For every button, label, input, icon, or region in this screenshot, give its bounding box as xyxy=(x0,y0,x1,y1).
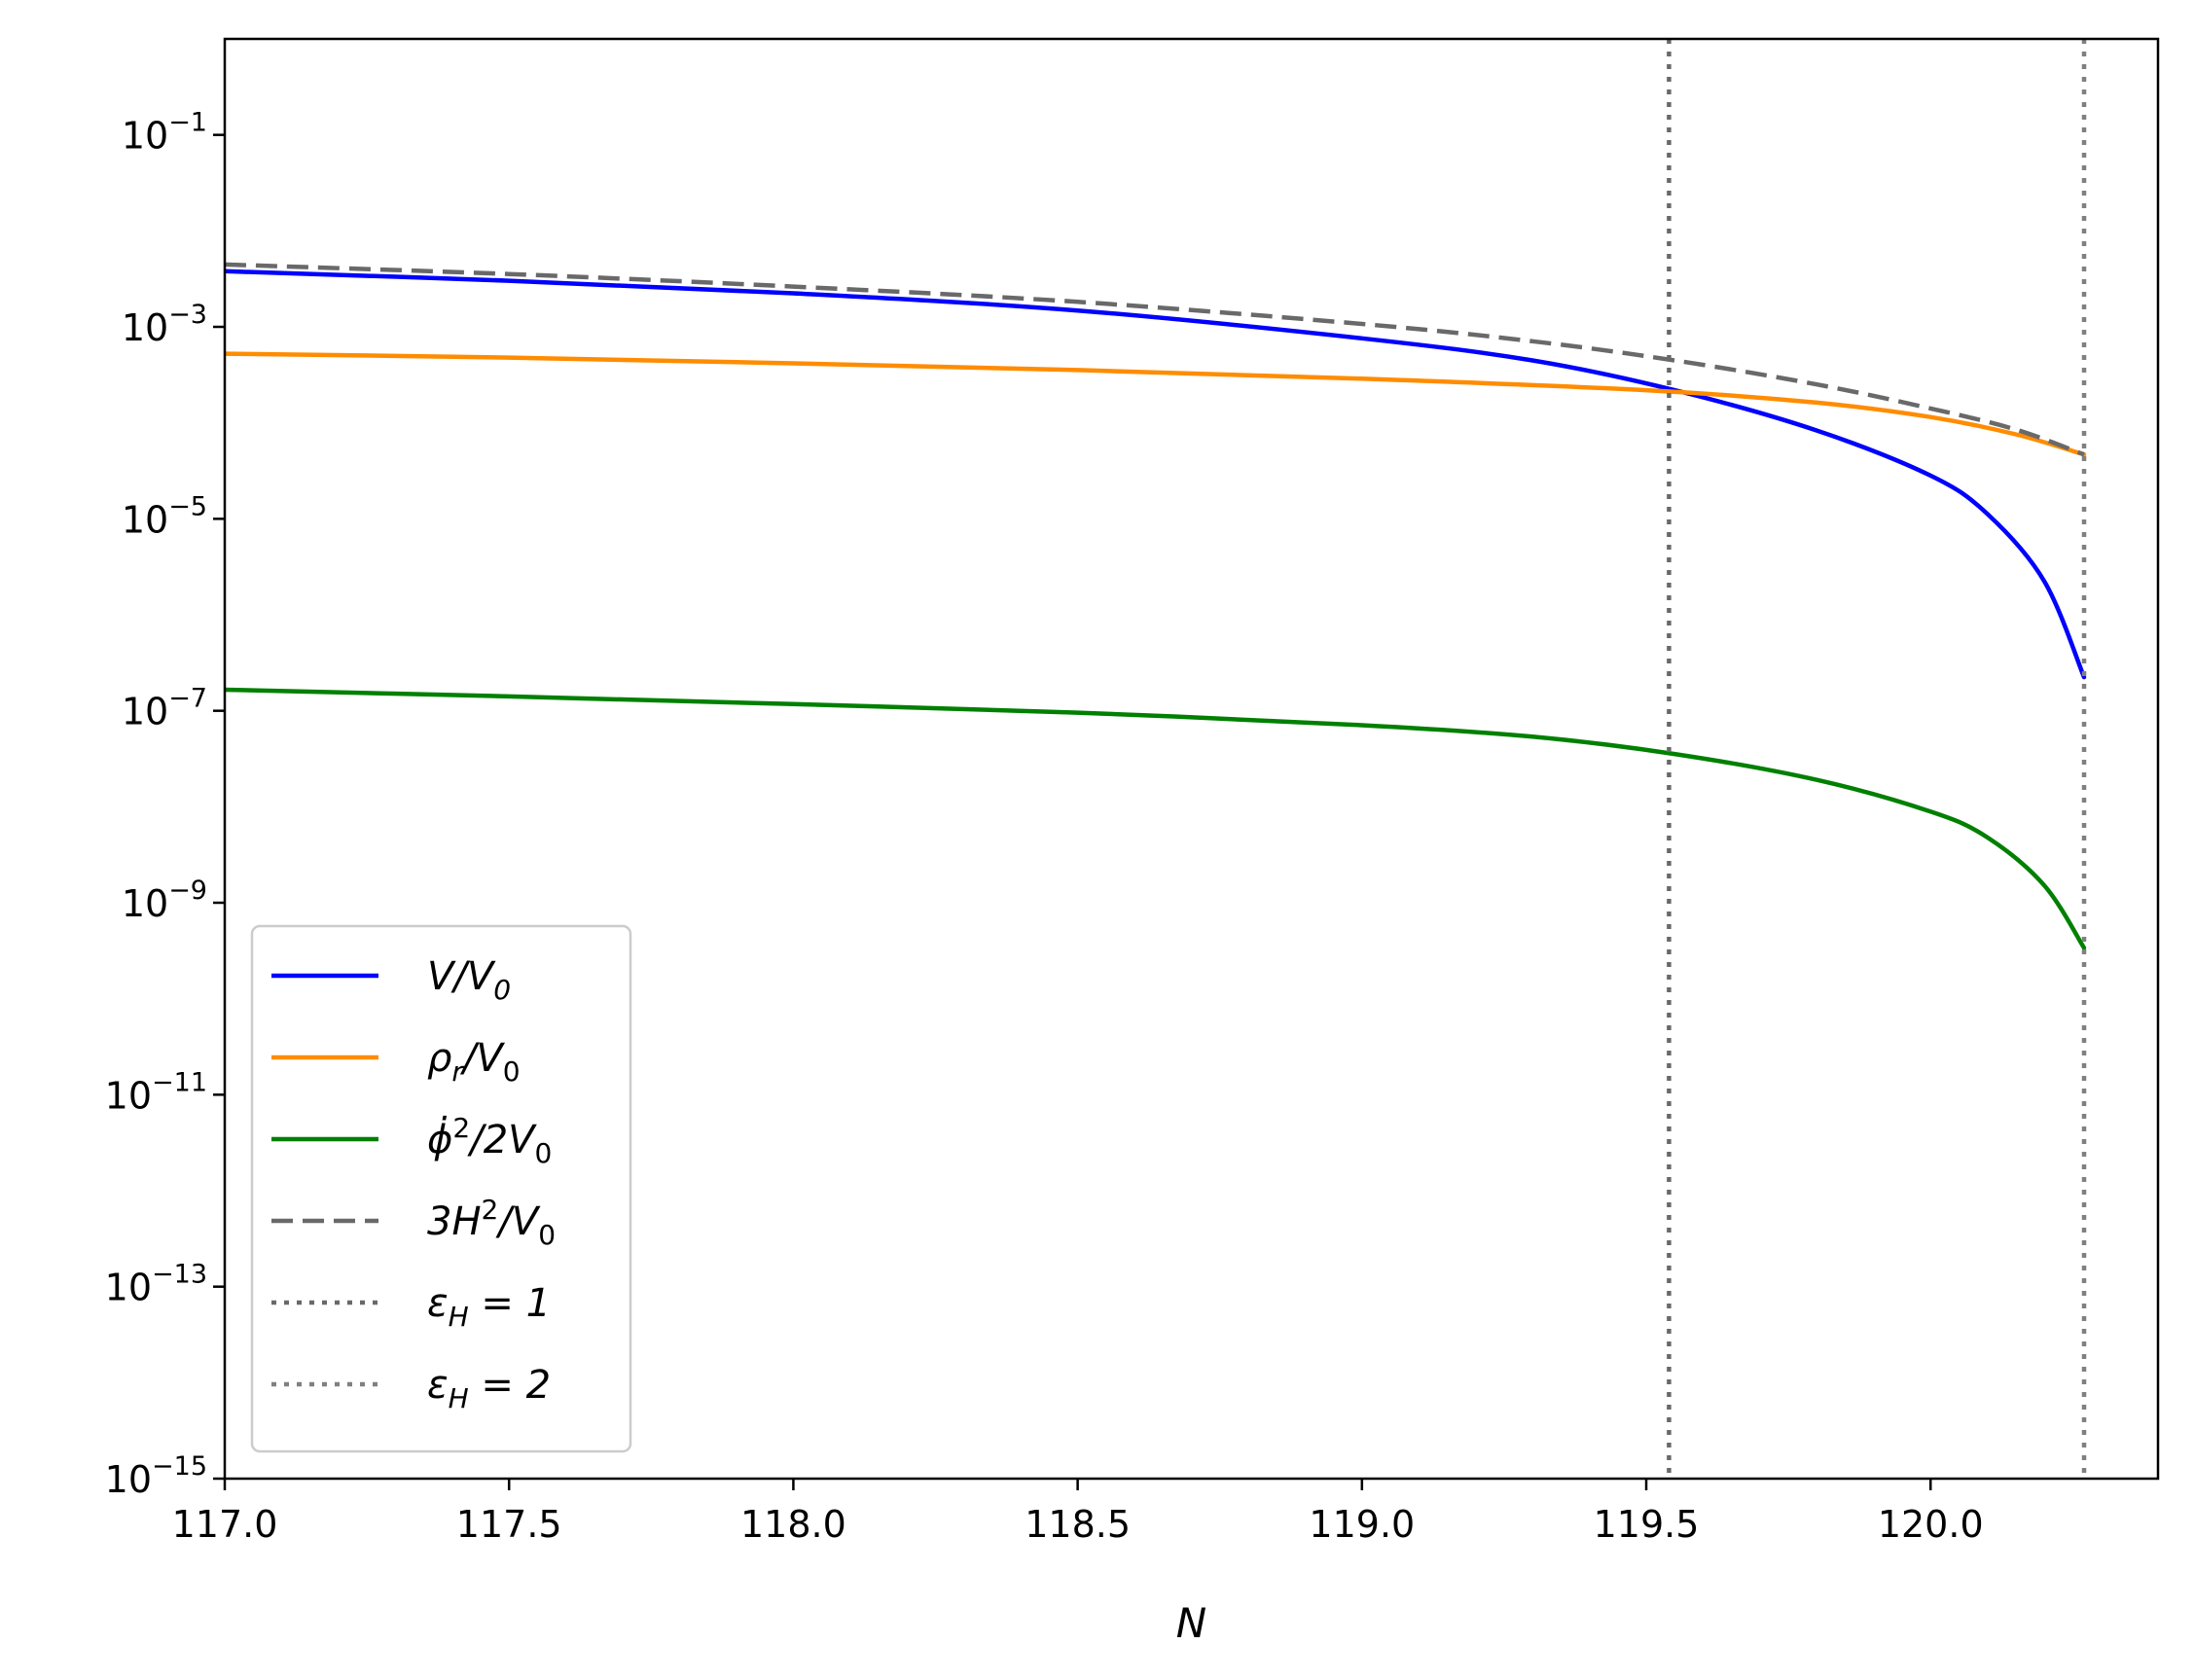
y-tick-label: 10−5 xyxy=(122,491,207,541)
series-line-0 xyxy=(225,268,2087,680)
legend-label-3: ϕ̇2/2V0 xyxy=(427,1112,552,1169)
series-line-3 xyxy=(225,262,2085,457)
plot-area xyxy=(225,39,2087,1479)
axes: 117.0 117.5 118.0 118.5 119.0 119.5 120.010−11… xyxy=(105,37,2160,1647)
legend-label-2: ρr/V0 xyxy=(427,1036,521,1088)
y-tick-label: 10−3 xyxy=(122,300,207,349)
legend: V/V0 ρr/V0 ϕ̇2/2V0 3H2/V0 εH = 1 εH = 2 xyxy=(250,924,632,1453)
x-tick-label: 117.5 xyxy=(456,1503,562,1546)
series-line-2 xyxy=(225,687,2087,950)
x-tick-label: 117.0 xyxy=(172,1503,278,1546)
legend-label-1: V/V0 xyxy=(427,954,511,1006)
y-tick-label: 10−11 xyxy=(105,1067,207,1117)
x-tick-label: 119.5 xyxy=(1594,1503,1700,1546)
x-tick-label: 120.0 xyxy=(1878,1503,1984,1546)
y-tick-label: 10−15 xyxy=(105,1451,207,1501)
x-tick-label: 118.5 xyxy=(1025,1503,1131,1546)
y-tick-label: 10−13 xyxy=(105,1260,207,1309)
x-tick-label: 119.0 xyxy=(1309,1503,1415,1546)
y-tick-label: 10−7 xyxy=(122,684,207,733)
x-tick-label: 118.0 xyxy=(740,1503,846,1546)
x-axis-label: N xyxy=(1176,1599,1206,1647)
plot-inner xyxy=(225,39,2087,1479)
axes-frame xyxy=(223,37,2160,1481)
series-line-1 xyxy=(225,351,2087,457)
y-tick-label: 10−9 xyxy=(122,876,207,925)
legend-label-5: εH = 1 xyxy=(427,1281,551,1333)
legend-label-6: εH = 2 xyxy=(427,1363,551,1414)
legend-label-4: 3H2/V0 xyxy=(427,1194,556,1251)
y-tick-label: 10−1 xyxy=(122,108,207,158)
